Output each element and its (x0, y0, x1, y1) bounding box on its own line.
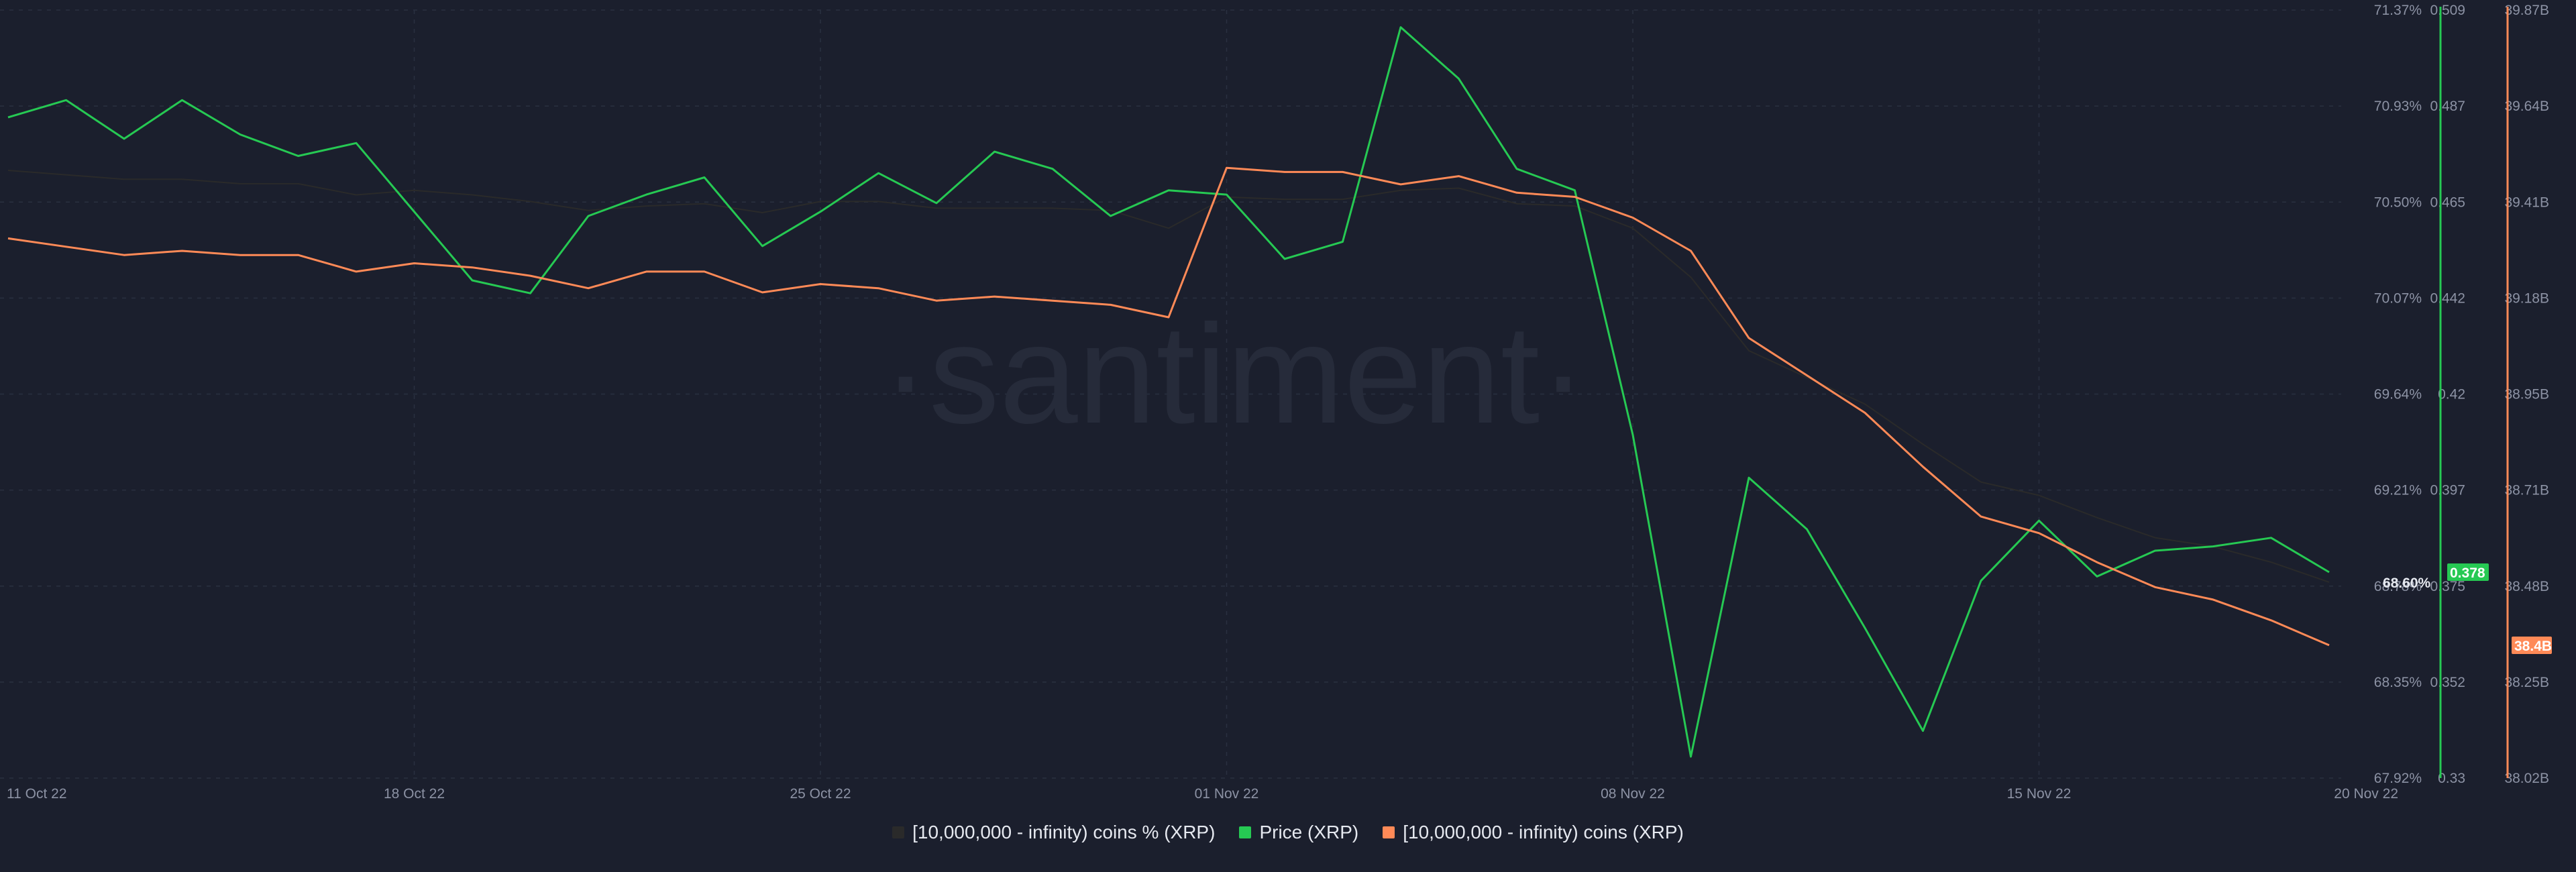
x-tick-label: 25 Oct 22 (790, 786, 851, 802)
holdings-tick-label: 39.18B (2504, 290, 2549, 306)
price-tick-label: 0.442 (2430, 290, 2465, 306)
holdings-tick-label: 39.87B (2504, 3, 2549, 18)
legend-swatch-price (1239, 826, 1252, 838)
price-tick-label: 0.352 (2430, 675, 2465, 690)
legend-item-price[interactable]: Price (XRP) (1239, 822, 1358, 843)
x-tick-label: 20 Nov 22 (2334, 786, 2398, 802)
pct-tick-label: 70.07% (2374, 290, 2422, 306)
holdings-tick-label: 38.02B (2504, 771, 2549, 786)
pct-tick-label: 69.64% (2374, 387, 2422, 402)
legend-item-holdings[interactable]: [10,000,000 - infinity) coins (XRP) (1383, 822, 1684, 843)
legend: [10,000,000 - infinity) coins % (XRP) Pr… (0, 822, 2576, 843)
pct-tick-label: 68.78% (2374, 579, 2422, 594)
holdings-tick-label: 39.64B (2504, 99, 2549, 114)
legend-label-holdings: [10,000,000 - infinity) coins (XRP) (1403, 822, 1684, 842)
price-tick-label: 0.375 (2430, 579, 2465, 594)
x-tick-label: 11 Oct 22 (7, 786, 67, 802)
santiment-watermark: ·santiment· (882, 295, 1587, 453)
legend-swatch-pct (892, 826, 905, 838)
pct-tick-label: 70.50% (2374, 195, 2422, 210)
y-axes: 71.37% 70.93% 70.50% 70.07% 69.64% 69.21% 68.7… (2374, 3, 2552, 786)
pct-tick-label: 70.93% (2374, 99, 2422, 114)
price-tick-label: 0.33 (2438, 771, 2465, 786)
holdings-tick-label: 39.41B (2504, 195, 2549, 210)
gridlines (0, 9, 2341, 779)
pct-tick-label: 67.92% (2374, 771, 2422, 786)
price-tick-label: 0.465 (2430, 195, 2465, 210)
price-tick-label: 0.397 (2430, 483, 2465, 498)
x-tick-label: 08 Nov 22 (1601, 786, 1665, 802)
holdings-tick-label: 38.71B (2504, 483, 2549, 498)
series-lines (7, 26, 2330, 758)
holdings-tick-label: 38.25B (2504, 675, 2549, 690)
price-current-label: 0.378 (2450, 565, 2485, 581)
price-tick-label: 0.509 (2430, 3, 2465, 18)
pct-line (7, 170, 2330, 583)
holdings-tick-label: 38.95B (2504, 387, 2549, 402)
legend-swatch-holdings (1383, 826, 1395, 838)
pct-tick-label: 71.37% (2374, 3, 2422, 18)
holdings-current-label: 38.4B (2514, 639, 2552, 654)
pct-tick-label: 68.35% (2374, 675, 2422, 690)
legend-item-pct[interactable]: [10,000,000 - infinity) coins % (XRP) (892, 822, 1215, 843)
x-tick-label: 15 Nov 22 (2007, 786, 2072, 802)
price-tick-label: 0.42 (2438, 387, 2465, 402)
x-axis: 11 Oct 22 18 Oct 22 25 Oct 22 01 Nov 22 08 N… (7, 786, 2398, 802)
legend-label-price: Price (XRP) (1259, 822, 1359, 842)
legend-label-pct: [10,000,000 - infinity) coins % (XRP) (912, 822, 1216, 842)
x-tick-label: 18 Oct 22 (384, 786, 445, 802)
x-tick-label: 01 Nov 22 (1195, 786, 1259, 802)
pct-current-label: 68.60% (2383, 576, 2431, 591)
price-current-badge (2447, 563, 2489, 581)
price-tick-label: 0.487 (2430, 99, 2465, 114)
holdings-line (7, 166, 2330, 647)
holdings-tick-label: 38.48B (2504, 579, 2549, 594)
holdings-current-badge (2512, 636, 2552, 654)
pct-tick-label: 69.21% (2374, 483, 2422, 498)
price-line (7, 26, 2330, 758)
